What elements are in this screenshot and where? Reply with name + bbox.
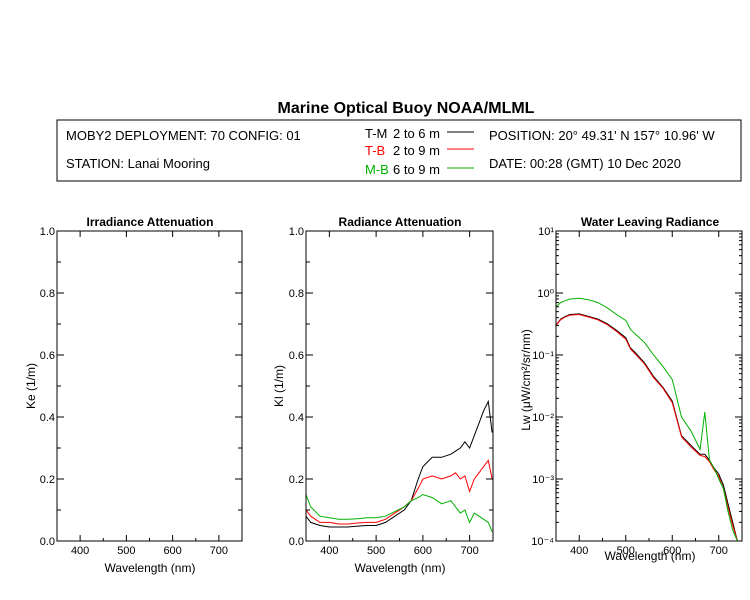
- panel-title: Irradiance Attenuation: [87, 215, 214, 229]
- series-line-m-b: [556, 297, 738, 541]
- legend-entry-mb: M-B 6 to 9 m: [365, 162, 474, 177]
- y-tick-label: 1.0: [40, 226, 55, 238]
- y-tick-label: 0.0: [289, 536, 304, 548]
- y-tick-label: 10⁻³: [532, 474, 554, 486]
- series-line-t-b: [306, 459, 493, 525]
- legend-entry-tm: T-M 2 to 6 m: [365, 126, 474, 141]
- legend-code-mb: M-B: [365, 162, 389, 177]
- plot-frame: [56, 230, 243, 542]
- y-tick-label: 10¹: [538, 226, 554, 238]
- series-line-t-b: [556, 313, 738, 541]
- x-tick-label: 700: [210, 545, 228, 557]
- x-tick-label: 400: [320, 545, 338, 557]
- legend-code-tb: T-B: [365, 143, 385, 158]
- legend-entry-tb: T-B 2 to 9 m: [365, 143, 474, 158]
- legend: T-M 2 to 6 m T-B 2 to 9 m M-B 6 to 9 m: [365, 126, 474, 177]
- y-axis-label: Ke (1/m): [24, 363, 38, 409]
- series-group: [556, 297, 738, 541]
- y-tick-label: 1.0: [289, 226, 304, 238]
- info-box: [56, 119, 742, 182]
- y-tick-label: 0.4: [40, 412, 55, 424]
- panel-radiance: Radiance Attenuation Wavelength (nm) Kl …: [272, 215, 494, 575]
- x-axis-label: Wavelength (nm): [605, 549, 696, 563]
- x-tick-label: 500: [617, 545, 635, 557]
- series-line-t-m: [306, 399, 493, 528]
- legend-code-tm: T-M: [365, 126, 387, 141]
- y-tick-label: 0.4: [289, 412, 304, 424]
- legend-range-mb: 6 to 9 m: [393, 162, 440, 177]
- panel-title: Radiance Attenuation: [339, 215, 462, 229]
- legend-range-tm: 2 to 6 m: [393, 126, 440, 141]
- y-tick-label: 0.6: [40, 350, 55, 362]
- x-tick-label: 600: [414, 545, 432, 557]
- y-tick-label: 0.8: [289, 288, 304, 300]
- y-tick-label: 10⁰: [537, 288, 554, 300]
- panel-water-leaving: Water Leaving Radiance Wavelength (nm) L…: [519, 215, 743, 563]
- x-tick-label: 400: [71, 545, 89, 557]
- x-axis-label: Wavelength (nm): [355, 561, 446, 575]
- y-tick-label: 10⁻¹: [532, 350, 554, 362]
- panel-title: Water Leaving Radiance: [581, 215, 720, 229]
- station-text: STATION: Lanai Mooring: [66, 156, 210, 171]
- x-tick-label: 700: [460, 545, 478, 557]
- series-line-t-m: [556, 313, 738, 541]
- x-tick-label: 500: [367, 545, 385, 557]
- panel-irradiance: Irradiance Attenuation Wavelength (nm) K…: [24, 215, 243, 575]
- y-tick-label: 10⁻²: [532, 412, 554, 424]
- y-tick-label: 0.8: [40, 288, 55, 300]
- y-tick-label: 0.2: [289, 474, 304, 486]
- y-tick-label: 0.0: [40, 536, 55, 548]
- x-tick-label: 500: [117, 545, 135, 557]
- y-tick-label: 0.2: [40, 474, 55, 486]
- plot-frame: [305, 230, 494, 542]
- series-line-m-b: [306, 493, 493, 532]
- series-group: [306, 399, 493, 532]
- x-tick-label: 600: [163, 545, 181, 557]
- y-axis-label: Lw (μW/cm²/sr/nm): [519, 329, 533, 431]
- x-axis-label: Wavelength (nm): [105, 561, 196, 575]
- y-tick-label: 10⁻⁴: [531, 536, 554, 548]
- x-tick-label: 600: [663, 545, 681, 557]
- y-tick-label: 0.6: [289, 350, 304, 362]
- date-text: DATE: 00:28 (GMT) 10 Dec 2020: [489, 156, 681, 171]
- y-axis-label: Kl (1/m): [272, 365, 286, 407]
- x-tick-label: 700: [710, 545, 728, 557]
- x-tick-label: 400: [570, 545, 588, 557]
- plot-frame: [555, 230, 743, 542]
- deployment-text: MOBY2 DEPLOYMENT: 70 CONFIG: 01: [66, 128, 301, 143]
- main-title: Marine Optical Buoy NOAA/MLML: [278, 100, 535, 117]
- position-text: POSITION: 20° 49.31' N 157° 10.96' W: [489, 128, 715, 143]
- legend-range-tb: 2 to 9 m: [393, 143, 440, 158]
